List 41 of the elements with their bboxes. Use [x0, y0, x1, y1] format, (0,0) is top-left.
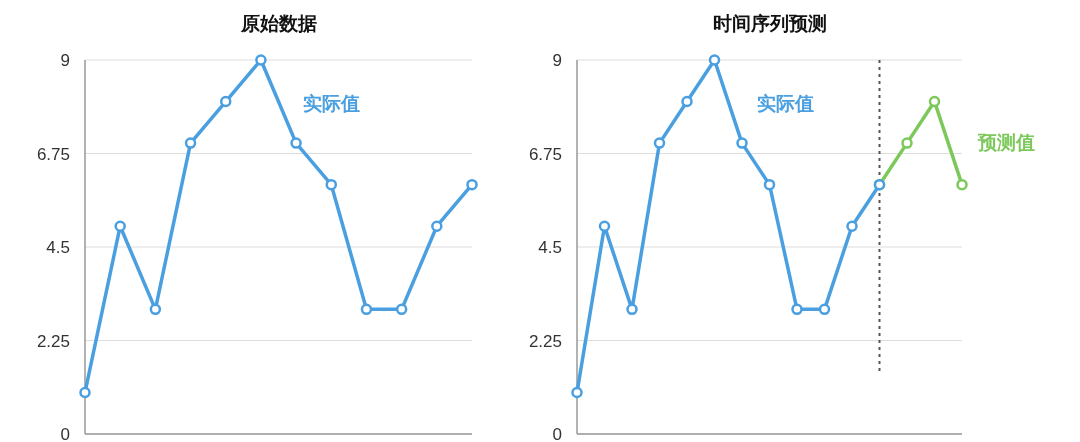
point: [395, 303, 408, 316]
point: [791, 303, 803, 316]
y-tick-label: 6.75: [36, 144, 70, 164]
series-label: 实际值: [756, 93, 814, 114]
y-tick-label: 9: [60, 51, 70, 70]
series-label: 预测值: [977, 132, 1035, 154]
point: [290, 137, 302, 149]
point: [653, 137, 666, 149]
y-tick-label: 0: [552, 425, 562, 442]
point: [598, 220, 611, 232]
y-tick-label: 6.75: [528, 144, 562, 164]
point: [928, 95, 941, 108]
point: [360, 303, 373, 316]
point: [325, 178, 338, 191]
chart-title: 原始数据: [239, 13, 317, 34]
point: [79, 386, 91, 399]
y-tick-label: 9: [552, 51, 562, 70]
point: [626, 303, 638, 316]
point: [255, 54, 267, 66]
point: [681, 95, 693, 108]
point: [114, 220, 126, 232]
point: [956, 178, 968, 191]
point: [846, 220, 858, 232]
series-label: 实际值: [302, 93, 360, 114]
point: [736, 137, 748, 149]
y-tick-label: 4.5: [538, 238, 562, 257]
point: [149, 303, 162, 316]
point: [571, 386, 583, 399]
y-tick-label: 2.25: [528, 331, 562, 351]
point: [219, 95, 232, 108]
point: [431, 220, 443, 232]
point: [818, 303, 831, 316]
y-tick-label: 4.5: [46, 238, 70, 257]
y-tick-label: 0: [60, 425, 70, 442]
point: [466, 178, 478, 191]
point: [763, 178, 776, 191]
point: [901, 137, 913, 149]
point: [708, 54, 721, 66]
chart-title: 时间序列预测: [712, 13, 827, 34]
point: [184, 137, 197, 149]
y-tick-label: 2.25: [36, 331, 70, 351]
